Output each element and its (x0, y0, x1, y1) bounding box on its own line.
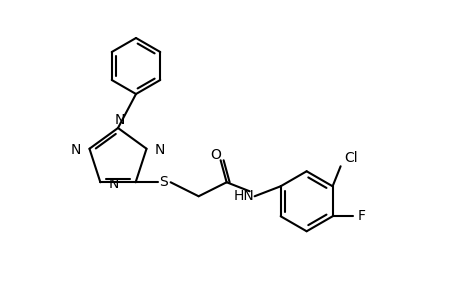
Text: Cl: Cl (344, 151, 358, 165)
Text: N: N (71, 143, 81, 157)
Text: N: N (115, 113, 125, 127)
Text: F: F (357, 209, 365, 223)
Text: S: S (159, 175, 168, 189)
Text: HN: HN (233, 189, 254, 203)
Text: O: O (210, 148, 221, 162)
Text: N: N (108, 177, 118, 191)
Text: N: N (154, 143, 164, 157)
